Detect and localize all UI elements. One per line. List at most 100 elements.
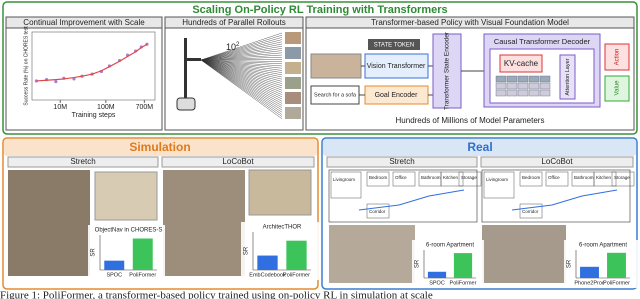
rollout-header: [164, 16, 304, 29]
state-encoder-box: [432, 33, 462, 109]
policy-header: [305, 16, 635, 29]
room-label: Bathroom: [421, 175, 441, 180]
scatter-point: [54, 80, 58, 84]
sim-map: [248, 169, 312, 216]
rollout-line: [200, 37, 283, 61]
real-header: [323, 139, 636, 156]
rollout-line: [200, 59, 283, 86]
room: [483, 171, 515, 199]
y-axis-label: SR: [244, 246, 250, 255]
room-label: Office: [395, 175, 407, 180]
x-tick-label: Phone2Proc: [574, 280, 605, 286]
rollout-line: [200, 59, 283, 100]
panel-title: Continual Improvement with Scale: [23, 18, 145, 27]
sub-header: [161, 156, 315, 168]
rollout-line: [200, 35, 283, 61]
rollout-line: [200, 57, 283, 61]
state-token: [368, 39, 420, 50]
robot-arm: [187, 58, 201, 61]
rollout-line: [200, 59, 283, 102]
kv-cell: [528, 89, 540, 97]
sim-photo: [163, 170, 245, 276]
rollout-line: [200, 59, 283, 84]
attention-box: [559, 54, 576, 100]
x-tick-label: PoliFormer: [129, 272, 156, 278]
rollout-line: [200, 50, 283, 61]
kv-cell: [495, 82, 507, 90]
chart-title: 6-room Apartment: [426, 243, 474, 249]
room-label: Kitchen: [443, 175, 459, 180]
rollout-line: [200, 32, 283, 61]
rollout-line: [200, 59, 283, 111]
room: [392, 171, 416, 187]
policy-caption: Hundreds of Millions of Model Parameters: [396, 116, 545, 125]
sub-header: [7, 156, 159, 168]
rollout-line: [200, 59, 283, 113]
action-label: Action: [615, 49, 621, 66]
rollout-line: [200, 59, 283, 104]
sim-map: [94, 171, 158, 221]
kv-cache-label: KV-cache: [504, 59, 539, 68]
rollout-line: [200, 59, 283, 69]
rollout-line: [200, 59, 283, 115]
rollout-line: [200, 59, 283, 108]
kv-cell: [539, 75, 551, 83]
rollout-thumb: [285, 77, 301, 89]
sim-header: [4, 139, 317, 156]
rollout-line: [200, 39, 283, 61]
state-token-label: STATE TOKEN: [374, 43, 415, 49]
scale-header: [5, 16, 163, 29]
room: [519, 203, 543, 219]
room-label: Bedroom: [369, 175, 388, 180]
room-label: Storage: [461, 175, 477, 180]
chart-title: 6-room Apartment: [579, 243, 627, 249]
x-tick-label: 100M: [97, 104, 115, 111]
rollout-line: [200, 59, 283, 64]
rollout-line: [200, 59, 283, 89]
rollout-line: [200, 43, 283, 61]
trend-line: [36, 43, 148, 82]
chart-title: ObjectNav in CHORES-S: [95, 228, 163, 234]
room: [593, 171, 617, 187]
sim-title: Simulation: [129, 140, 190, 154]
room-label: Storage: [614, 175, 630, 180]
room: [440, 171, 464, 187]
state-encoder-label: Transformer State Encoder: [444, 31, 451, 110]
room-label: Livingroom: [333, 177, 355, 182]
rollout-line: [200, 59, 283, 82]
rollout-thumb: [285, 62, 301, 74]
rollout-fan: [200, 32, 301, 119]
kv-cell: [495, 89, 507, 97]
bar: [132, 238, 153, 270]
count-base: 10: [226, 42, 236, 52]
panel-title: Hundreds of Parallel Rollouts: [182, 18, 286, 27]
room-label: Livingroom: [486, 177, 508, 182]
kv-cell: [517, 75, 529, 83]
kv-cell: [506, 89, 518, 97]
robot-title: Stretch: [70, 157, 95, 166]
kv-cell: [517, 82, 529, 90]
room-label: Corridor: [522, 209, 539, 214]
value-box: [604, 75, 630, 102]
x-tick-label: PoliFormer: [283, 272, 310, 278]
room: [330, 171, 362, 199]
rollout-thumb: [285, 107, 301, 119]
rollout-line: [200, 46, 283, 61]
bar: [607, 252, 626, 278]
figure-caption: Figure 1: PoliFormer, a transformer-base…: [0, 290, 433, 299]
rollout-line: [200, 59, 283, 117]
kv-cell: [506, 75, 518, 83]
room-label: Kitchen: [596, 175, 612, 180]
rollout-line: [200, 59, 283, 71]
room-label: Bedroom: [522, 175, 541, 180]
y-axis-label: SR: [567, 259, 573, 268]
room: [611, 171, 635, 187]
rollout-line: [200, 59, 283, 106]
rollout-line: [200, 59, 283, 91]
vision-label: Vision Transformer: [367, 63, 426, 70]
room: [366, 203, 390, 219]
route: [358, 189, 465, 211]
kv-cell: [528, 82, 540, 90]
bar: [427, 271, 447, 278]
